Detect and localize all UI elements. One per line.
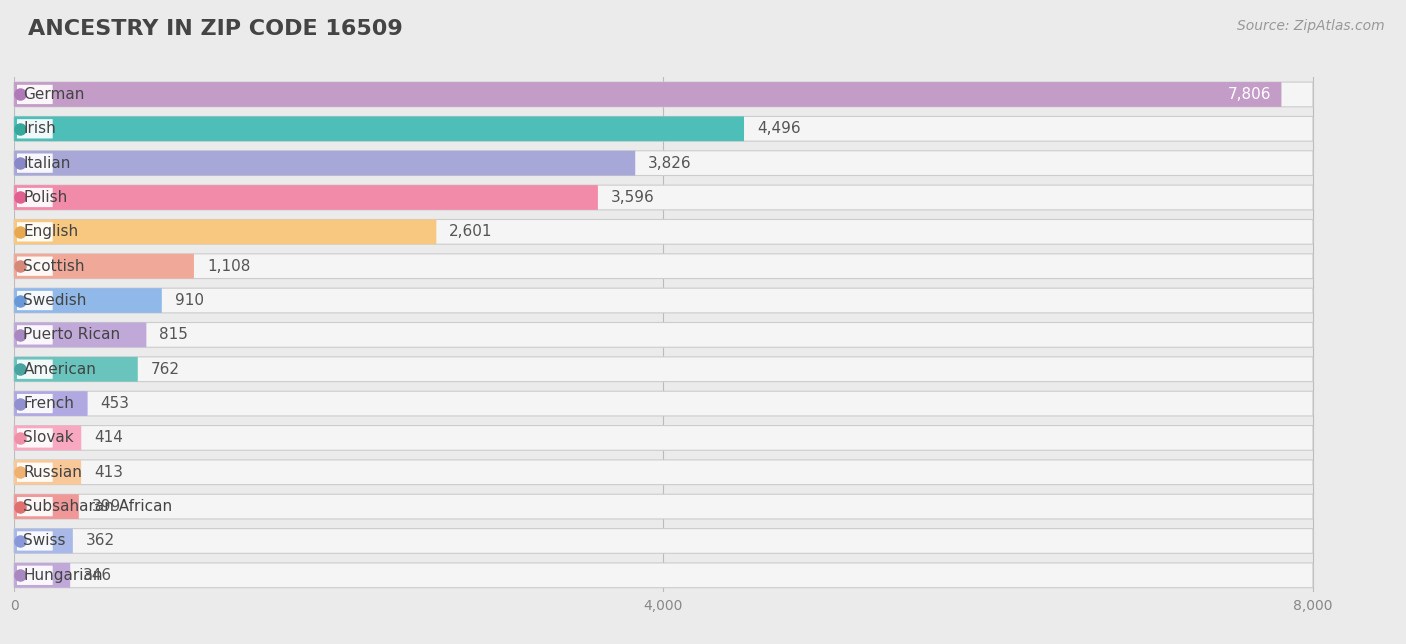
Text: 815: 815 xyxy=(159,327,188,343)
Text: Swiss: Swiss xyxy=(24,533,66,549)
Text: Italian: Italian xyxy=(24,156,70,171)
FancyBboxPatch shape xyxy=(14,220,436,244)
FancyBboxPatch shape xyxy=(14,460,82,485)
FancyBboxPatch shape xyxy=(14,391,1313,416)
FancyBboxPatch shape xyxy=(14,460,1313,485)
FancyBboxPatch shape xyxy=(14,357,1313,382)
FancyBboxPatch shape xyxy=(14,529,73,553)
FancyBboxPatch shape xyxy=(17,85,52,104)
Text: 910: 910 xyxy=(174,293,204,308)
Text: 346: 346 xyxy=(83,568,112,583)
FancyBboxPatch shape xyxy=(14,151,636,176)
FancyBboxPatch shape xyxy=(14,426,1313,450)
FancyBboxPatch shape xyxy=(17,531,52,551)
Text: Hungarian: Hungarian xyxy=(24,568,103,583)
Text: German: German xyxy=(24,87,84,102)
Text: Slovak: Slovak xyxy=(24,430,75,446)
FancyBboxPatch shape xyxy=(14,220,1313,244)
FancyBboxPatch shape xyxy=(17,188,52,207)
FancyBboxPatch shape xyxy=(17,119,52,138)
FancyBboxPatch shape xyxy=(14,117,1313,141)
FancyBboxPatch shape xyxy=(17,153,52,173)
Text: American: American xyxy=(24,362,97,377)
FancyBboxPatch shape xyxy=(14,563,70,588)
Text: 3,826: 3,826 xyxy=(648,156,692,171)
FancyBboxPatch shape xyxy=(17,359,52,379)
Text: 3,596: 3,596 xyxy=(610,190,655,205)
FancyBboxPatch shape xyxy=(14,82,1281,107)
FancyBboxPatch shape xyxy=(14,323,1313,347)
FancyBboxPatch shape xyxy=(17,325,52,345)
FancyBboxPatch shape xyxy=(17,394,52,413)
Text: 453: 453 xyxy=(101,396,129,411)
FancyBboxPatch shape xyxy=(14,426,82,450)
FancyBboxPatch shape xyxy=(17,497,52,516)
FancyBboxPatch shape xyxy=(17,291,52,310)
Text: English: English xyxy=(24,224,79,240)
Text: ANCESTRY IN ZIP CODE 16509: ANCESTRY IN ZIP CODE 16509 xyxy=(28,19,404,39)
Text: Swedish: Swedish xyxy=(24,293,87,308)
Text: 362: 362 xyxy=(86,533,115,549)
FancyBboxPatch shape xyxy=(14,254,1313,279)
Text: 7,806: 7,806 xyxy=(1229,87,1271,102)
Text: Russian: Russian xyxy=(24,465,83,480)
Text: Subsaharan African: Subsaharan African xyxy=(24,499,173,514)
Text: Scottish: Scottish xyxy=(24,259,84,274)
FancyBboxPatch shape xyxy=(14,82,1313,107)
FancyBboxPatch shape xyxy=(17,256,52,276)
Text: Polish: Polish xyxy=(24,190,67,205)
Text: 1,108: 1,108 xyxy=(207,259,250,274)
FancyBboxPatch shape xyxy=(17,222,52,242)
FancyBboxPatch shape xyxy=(17,565,52,585)
FancyBboxPatch shape xyxy=(14,288,1313,313)
FancyBboxPatch shape xyxy=(14,254,194,279)
Text: 399: 399 xyxy=(91,499,121,514)
FancyBboxPatch shape xyxy=(17,462,52,482)
FancyBboxPatch shape xyxy=(14,323,146,347)
FancyBboxPatch shape xyxy=(17,428,52,448)
FancyBboxPatch shape xyxy=(14,357,138,382)
Text: French: French xyxy=(24,396,75,411)
FancyBboxPatch shape xyxy=(14,391,87,416)
FancyBboxPatch shape xyxy=(14,151,1313,176)
Text: 413: 413 xyxy=(94,465,124,480)
FancyBboxPatch shape xyxy=(14,494,1313,519)
Text: 414: 414 xyxy=(94,430,124,446)
FancyBboxPatch shape xyxy=(14,529,1313,553)
FancyBboxPatch shape xyxy=(14,563,1313,588)
Text: Irish: Irish xyxy=(24,121,56,137)
Text: Puerto Rican: Puerto Rican xyxy=(24,327,121,343)
Text: 762: 762 xyxy=(150,362,180,377)
Text: Source: ZipAtlas.com: Source: ZipAtlas.com xyxy=(1237,19,1385,33)
Text: 4,496: 4,496 xyxy=(756,121,800,137)
Text: 2,601: 2,601 xyxy=(450,224,494,240)
FancyBboxPatch shape xyxy=(14,185,598,210)
FancyBboxPatch shape xyxy=(14,494,79,519)
FancyBboxPatch shape xyxy=(14,288,162,313)
FancyBboxPatch shape xyxy=(14,117,744,141)
FancyBboxPatch shape xyxy=(14,185,1313,210)
